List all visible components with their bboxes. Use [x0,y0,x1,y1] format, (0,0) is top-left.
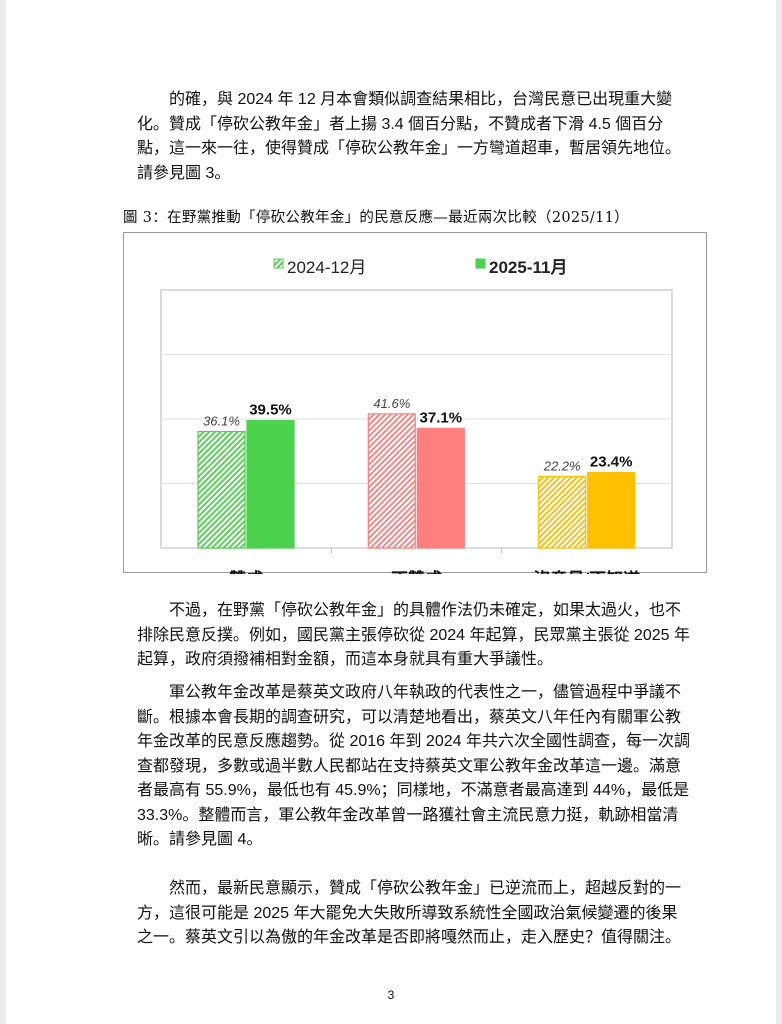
paragraph-line: 之一。蔡英文引以為傲的年金改革是否即將嘎然而止，走入歷史？值得關注。 [137,929,682,946]
paragraph-2: 不過，在野黨「停砍公教年金」的具體作法仍未確定，如果太過火，也不排除民意反撲。例… [137,599,690,673]
paragraph-line: 化。贊成「停砍公教年金」者上揚 3.4 個百分點，不贊成者下滑 4.5 個百分 [137,115,664,133]
paragraph-line: 斷。根據本會長期的調查研究，可以清楚地看出，蔡英文八年任內有關軍公教 [137,708,682,726]
category-label: 不贊成 [391,569,442,574]
paragraph-line: 的確，與 2024 年 12 月本會類似調查結果相比，台灣民意已出現重大變 [169,91,673,108]
paragraph-line: 33.3%。整體而言，軍公教年金改革曾一路獲社會主流民意力挺，軌跡相當清 [137,806,679,824]
paragraph-line: 年金改革的民意反應趨勢。從 2016 年到 2024 年共六次全國性調查，每一次… [137,733,690,750]
paragraph-line: 不過，在野黨「停砍公教年金」的具體作法仍未確定，如果太過火，也不 [169,602,682,619]
paragraph-4: 然而，最新民意顯示，贊成「停砍公教年金」已逆流而上，超越反對的一方，這很可能是 … [137,877,682,951]
bar-2024-12-1 [367,413,416,549]
legend-swatch [475,258,486,269]
category-label: 沒意見/不知道 [533,569,640,574]
data-label: 37.1% [420,409,463,426]
paragraph-3: 軍公教年金改革是蔡英文政府八年執政的代表性之一，儘管過程中爭議不斷。根據本會長期… [137,681,690,853]
page-number: 3 [387,988,395,1002]
chart-svg: 36.1% 39.5% 贊成 41.6% 37.1% 不贊成 22.2% 23.4% 沒意見/不… [160,258,673,574]
legend-label: 2025-11月 [489,258,567,277]
paragraph-line: 起算，政府須撥補相對金額，而這本身就具有重大爭議性。 [137,651,554,668]
bar-2025-11-1 [416,427,465,549]
bar-2024-12-2 [538,475,587,549]
bar-chart: 36.1% 39.5% 贊成 41.6% 37.1% 不贊成 22.2% 23.4% 沒意見/不… [123,232,707,574]
bar-2025-11-0 [246,420,295,549]
paragraph-1: 的確，與 2024 年 12 月本會類似調查結果相比，台灣民意已出現重大變化。贊… [137,88,682,186]
paragraph-line: 晰。請參見圖 4。 [137,831,263,848]
bar-2025-11-2 [587,471,636,549]
bar-2024-12-0 [197,430,246,549]
paragraph-line: 方，這很可能是 2025 年大罷免大失敗所導致系統性全國政治氣候變遷的後果 [137,904,678,922]
figure-caption: 圖 3：在野黨推動「停砍公教年金」的民意反應—最近兩次比較（2025/11） [123,210,629,226]
data-label: 36.1% [203,414,240,429]
paragraph-line: 軍公教年金改革是蔡英文政府八年執政的代表性之一，儘管過程中爭議不 [169,684,682,701]
data-label: 22.2% [543,458,581,473]
paragraph-line: 然而，最新民意顯示，贊成「停砍公教年金」已逆流而上，超越反對的一 [169,880,682,897]
page-edge-right [776,0,782,1024]
page-edge-left [0,0,6,1024]
paragraph-line: 查都發現，多數或過半數人民都站在支持蔡英文軍公教年金改革這一邊。滿意 [137,757,682,775]
legend-label: 2024-12月 [287,258,366,277]
paragraph-line: 者最高有 55.9%，最低也有 45.9%；同樣地，不滿意者最高達到 44%，最… [137,782,690,799]
data-label: 23.4% [590,454,633,471]
legend-swatch [273,258,284,269]
data-label: 41.6% [373,396,410,411]
paragraph-line: 排除民意反撲。例如，國民黨主張停砍從 2024 年起算，民眾黨主張從 2025 … [137,626,690,644]
paragraph-line: 請參見圖 3。 [137,164,231,182]
category-label: 贊成 [229,569,263,574]
data-label: 39.5% [249,402,292,419]
paragraph-line: 點，這一來一往，使得贊成「停砍公教年金」一方彎道超車，暫居領先地位。 [137,140,682,157]
